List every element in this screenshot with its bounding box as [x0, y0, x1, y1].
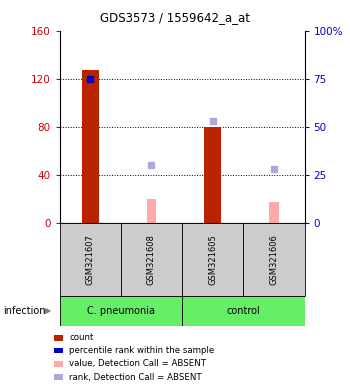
Text: C. pneumonia: C. pneumonia — [87, 306, 155, 316]
Bar — [243, 223, 304, 296]
Bar — [54, 374, 63, 380]
Text: infection: infection — [4, 306, 46, 316]
Text: control: control — [226, 306, 260, 316]
Bar — [54, 335, 63, 341]
Bar — [54, 348, 63, 353]
Text: percentile rank within the sample: percentile rank within the sample — [69, 346, 214, 355]
Text: GSM321608: GSM321608 — [147, 234, 156, 285]
Bar — [269, 202, 279, 223]
Bar — [147, 199, 156, 223]
Bar — [54, 361, 63, 367]
Bar — [82, 70, 99, 223]
Bar — [60, 223, 121, 296]
Text: value, Detection Call = ABSENT: value, Detection Call = ABSENT — [69, 359, 206, 368]
Text: GSM321607: GSM321607 — [86, 234, 94, 285]
Bar — [121, 223, 182, 296]
Bar — [204, 127, 221, 223]
Text: GSM321605: GSM321605 — [208, 234, 217, 285]
Text: rank, Detection Call = ABSENT: rank, Detection Call = ABSENT — [69, 372, 202, 382]
Bar — [182, 223, 243, 296]
Bar — [60, 296, 182, 326]
Bar — [182, 296, 304, 326]
Text: count: count — [69, 333, 93, 343]
Text: GSM321606: GSM321606 — [270, 234, 278, 285]
Text: GDS3573 / 1559642_a_at: GDS3573 / 1559642_a_at — [100, 11, 250, 24]
